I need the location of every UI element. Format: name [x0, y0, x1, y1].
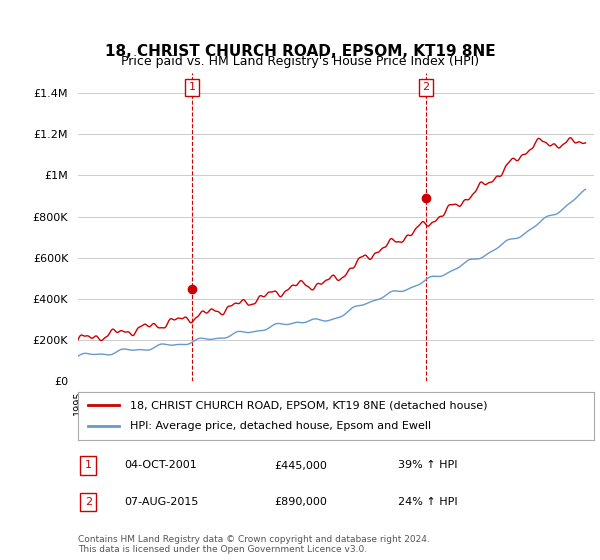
Text: 2: 2 [422, 82, 430, 92]
Text: 18, CHRIST CHURCH ROAD, EPSOM, KT19 8NE (detached house): 18, CHRIST CHURCH ROAD, EPSOM, KT19 8NE … [130, 400, 487, 410]
Text: 24% ↑ HPI: 24% ↑ HPI [398, 497, 458, 507]
Text: 04-OCT-2001: 04-OCT-2001 [124, 460, 197, 470]
Text: £445,000: £445,000 [274, 460, 327, 470]
Text: 18, CHRIST CHURCH ROAD, EPSOM, KT19 8NE: 18, CHRIST CHURCH ROAD, EPSOM, KT19 8NE [104, 44, 496, 59]
Text: 39% ↑ HPI: 39% ↑ HPI [398, 460, 457, 470]
Text: 1: 1 [188, 82, 196, 92]
Text: Contains HM Land Registry data © Crown copyright and database right 2024.
This d: Contains HM Land Registry data © Crown c… [78, 535, 430, 554]
Text: 1: 1 [85, 460, 92, 470]
Text: £890,000: £890,000 [274, 497, 327, 507]
Text: 2: 2 [85, 497, 92, 507]
Text: 07-AUG-2015: 07-AUG-2015 [124, 497, 199, 507]
Text: HPI: Average price, detached house, Epsom and Ewell: HPI: Average price, detached house, Epso… [130, 421, 431, 431]
Text: Price paid vs. HM Land Registry's House Price Index (HPI): Price paid vs. HM Land Registry's House … [121, 55, 479, 68]
